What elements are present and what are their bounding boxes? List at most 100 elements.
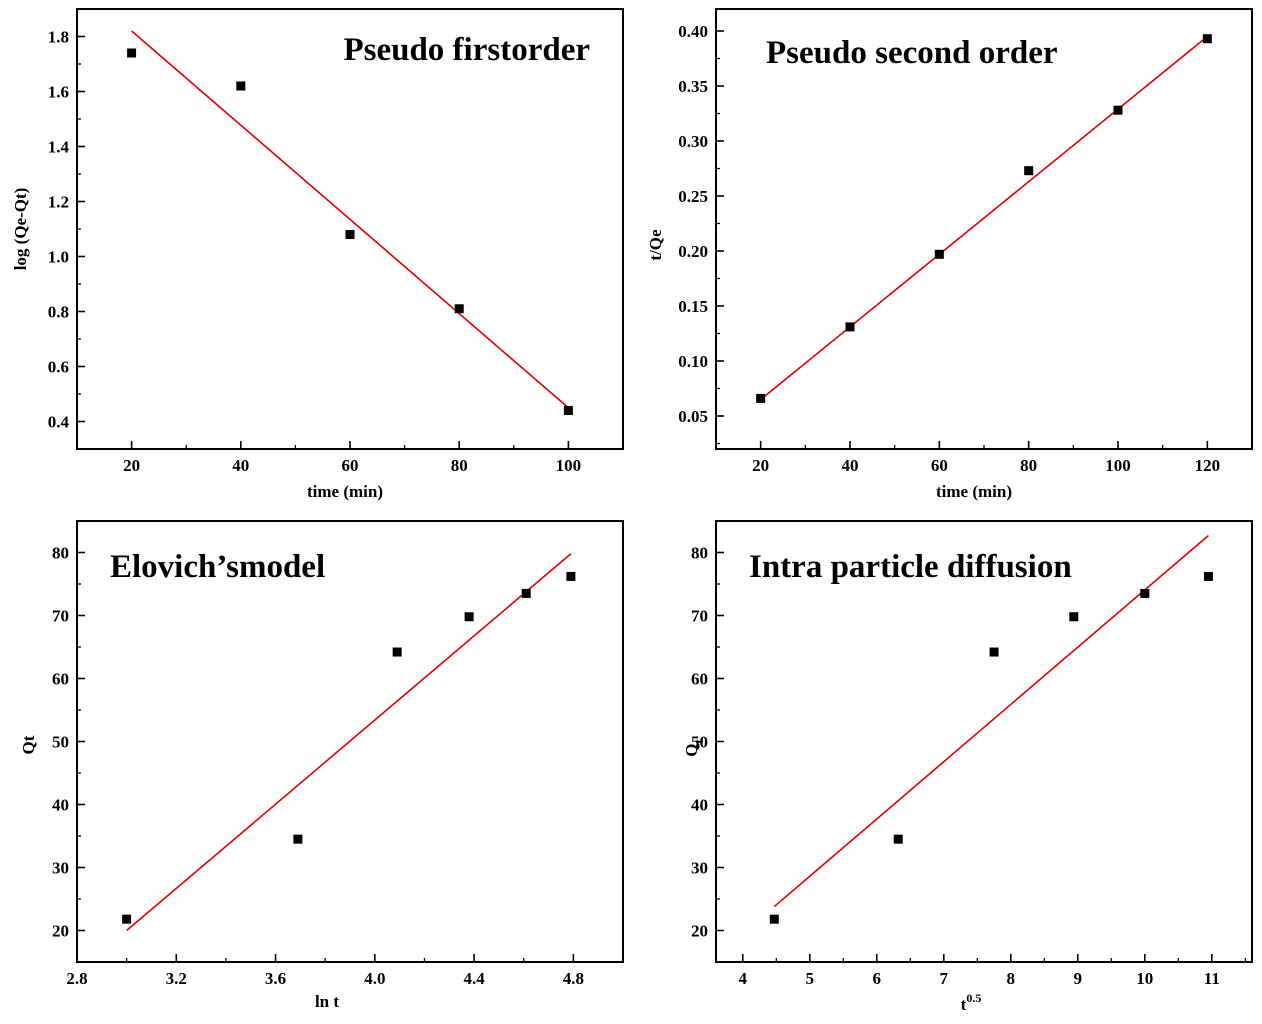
x-tick-label: 4 (739, 969, 748, 988)
data-point (1113, 105, 1123, 115)
y-tick-label: 70 (52, 607, 69, 626)
x-tick-label: 7 (940, 969, 949, 988)
tick-labels: 2.8 3.2 3.6 4.0 4.4 4.8 20 30 40 50 60 70 80 (52, 544, 584, 989)
data-point (989, 647, 999, 657)
y-tick-label: 20 (691, 922, 708, 941)
y-tick-label: 50 (52, 733, 69, 752)
x-tick-label: 100 (1105, 456, 1131, 475)
fit-line (760, 35, 1208, 401)
data-point (127, 48, 137, 58)
y-label-base: Q (682, 744, 701, 757)
panel-pseudo-second-order: 20 40 60 80 100 120 0.05 0.10 0.15 0.20 0.25 0.30 0.… (646, 8, 1253, 501)
data-points (756, 34, 1212, 403)
y-tick-label: 0.20 (678, 242, 708, 261)
x-tick-label: 5 (806, 969, 815, 988)
tick-marks (716, 30, 1253, 449)
y-tick-label: 0.35 (678, 77, 708, 96)
tick-marks (76, 520, 575, 962)
x-tick-label: 20 (752, 456, 769, 475)
x-tick-label: 4.0 (364, 969, 385, 988)
panel-title: Pseudo second order (766, 35, 1058, 71)
x-tick-label: 80 (1020, 456, 1037, 475)
data-point (1024, 166, 1034, 176)
x-tick-label: 3.6 (265, 969, 286, 988)
x-tick-label: 6 (873, 969, 882, 988)
y-tick-label: 80 (52, 544, 69, 563)
tick-labels: 20 40 60 80 100 0.4 0.6 0.8 1.0 1.2 1.4 1.6 1.8 (48, 28, 581, 476)
y-axis-label: t/Qe (646, 229, 665, 261)
y-tick-label: 80 (691, 544, 708, 563)
data-point (566, 571, 576, 581)
y-tick-label: 0.4 (48, 413, 70, 432)
panel-title: Intra particle diffusion (749, 549, 1072, 585)
y-tick-label: 70 (691, 607, 708, 626)
data-point (893, 834, 903, 844)
x-tick-label: 40 (842, 456, 859, 475)
x-tick-label: 60 (931, 456, 948, 475)
x-axis-label: time (min) (307, 482, 383, 501)
x-tick-label: 100 (556, 456, 582, 475)
data-point (769, 914, 779, 924)
x-label-exponent: 0.5 (966, 991, 981, 1005)
x-tick-label: 3.2 (166, 969, 187, 988)
y-tick-label: 60 (52, 670, 69, 689)
data-point (934, 249, 944, 259)
data-point (454, 304, 464, 314)
y-tick-label: 1.0 (48, 248, 69, 267)
x-tick-label: 80 (451, 456, 468, 475)
fit-line (126, 553, 572, 932)
y-tick-label: 1.6 (48, 83, 69, 102)
panel-intra-particle-diffusion: 4 5 6 7 8 9 10 11 20 30 40 50 60 70 80 Intra particle … (682, 520, 1253, 1014)
x-axis-label: t0.5 (961, 991, 982, 1014)
y-tick-label: 0.40 (678, 22, 708, 41)
data-points (122, 571, 576, 924)
plot-frame (715, 520, 1253, 963)
tick-marks (716, 520, 1246, 962)
data-point (756, 393, 766, 403)
data-point (563, 406, 573, 415)
tick-marks (77, 8, 624, 450)
y-tick-label: 0.10 (678, 352, 708, 371)
y-tick-label: 40 (691, 796, 708, 815)
data-point (122, 914, 132, 924)
y-tick-label: 0.05 (678, 407, 708, 426)
x-tick-label: 10 (1136, 969, 1153, 988)
plot-frame (715, 8, 1253, 450)
data-point (1202, 34, 1212, 44)
tick-labels: 20 40 60 80 100 120 0.05 0.10 0.15 0.20 0.25 0.30 0.… (678, 22, 1220, 475)
data-point (293, 834, 303, 844)
x-tick-label: 40 (232, 456, 249, 475)
y-tick-label: 30 (52, 859, 69, 878)
data-point (845, 322, 855, 332)
x-tick-label: 60 (342, 456, 359, 475)
x-tick-label: 11 (1204, 969, 1220, 988)
y-tick-label: 40 (52, 796, 69, 815)
y-tick-label: 30 (691, 859, 708, 878)
x-axis-label: ln t (315, 992, 339, 1011)
y-axis-label: Qt (19, 735, 38, 754)
x-tick-label: 120 (1195, 456, 1221, 475)
x-label-base: t (961, 995, 967, 1014)
panel-title: Pseudo firstorder (343, 32, 590, 68)
data-point (464, 612, 474, 622)
tick-labels: 4 5 6 7 8 9 10 11 20 30 40 50 60 70 80 (691, 544, 1220, 989)
y-tick-label: 1.2 (48, 193, 69, 212)
fit-line (773, 534, 1209, 908)
x-tick-label: 8 (1007, 969, 1016, 988)
y-label-subscript: t (691, 739, 706, 744)
y-tick-label: 0.6 (48, 358, 69, 377)
data-point (392, 647, 402, 657)
panel-pseudo-first-order: 20 40 60 80 100 0.4 0.6 0.8 1.0 1.2 1.4 1.6 1.8 Pseu… (11, 8, 624, 501)
y-axis-label: Qt (682, 739, 706, 757)
y-tick-label: 0.25 (678, 187, 708, 206)
y-tick-label: 60 (691, 670, 708, 689)
data-point (1140, 588, 1150, 598)
x-tick-label: 4.4 (463, 969, 485, 988)
data-points (769, 571, 1213, 924)
y-tick-label: 0.15 (678, 297, 708, 316)
data-point (236, 81, 246, 91)
data-point (345, 230, 355, 239)
y-tick-label: 0.8 (48, 303, 69, 322)
data-point (1203, 571, 1213, 581)
